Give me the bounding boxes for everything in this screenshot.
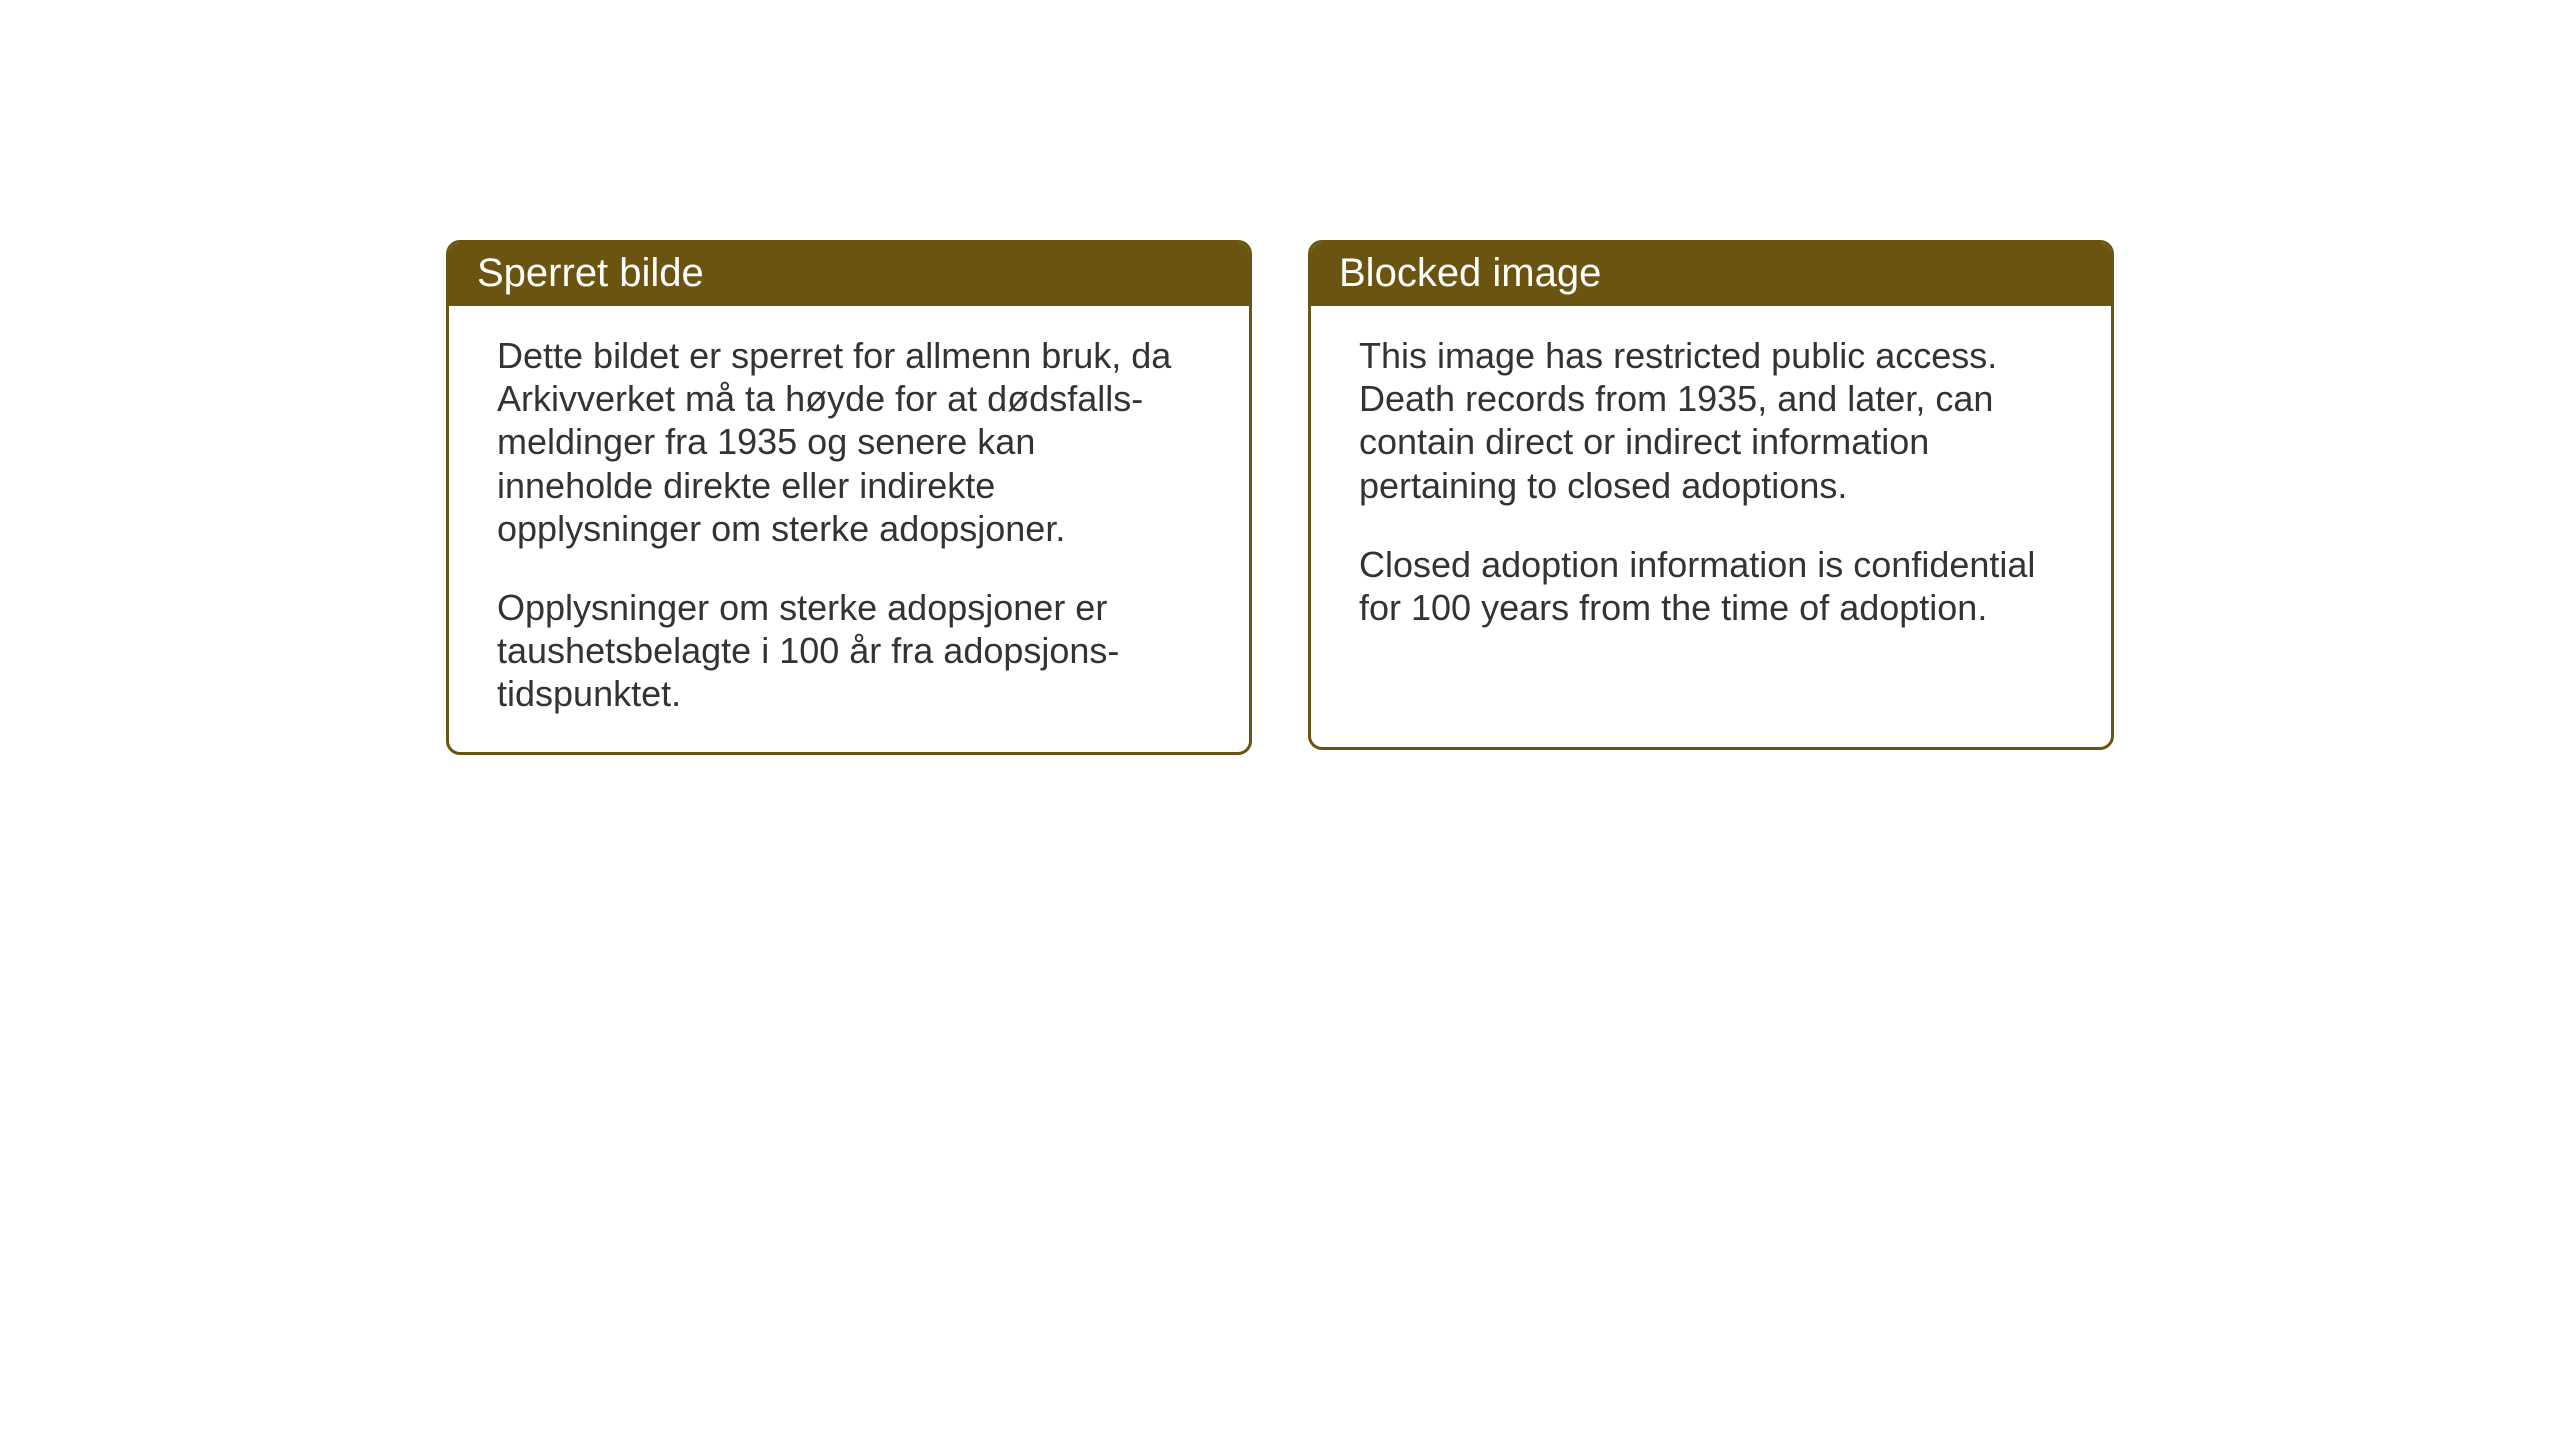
english-paragraph-1: This image has restricted public access.…	[1359, 334, 2063, 507]
notice-container: Sperret bilde Dette bildet er sperret fo…	[446, 240, 2114, 755]
norwegian-paragraph-1: Dette bildet er sperret for allmenn bruk…	[497, 334, 1201, 550]
norwegian-card-title: Sperret bilde	[449, 243, 1249, 306]
norwegian-card-body: Dette bildet er sperret for allmenn bruk…	[449, 306, 1249, 752]
norwegian-paragraph-2: Opplysninger om sterke adopsjoner er tau…	[497, 586, 1201, 716]
english-card-body: This image has restricted public access.…	[1311, 306, 2111, 665]
english-paragraph-2: Closed adoption information is confident…	[1359, 543, 2063, 629]
english-card-title: Blocked image	[1311, 243, 2111, 306]
english-notice-card: Blocked image This image has restricted …	[1308, 240, 2114, 750]
norwegian-notice-card: Sperret bilde Dette bildet er sperret fo…	[446, 240, 1252, 755]
